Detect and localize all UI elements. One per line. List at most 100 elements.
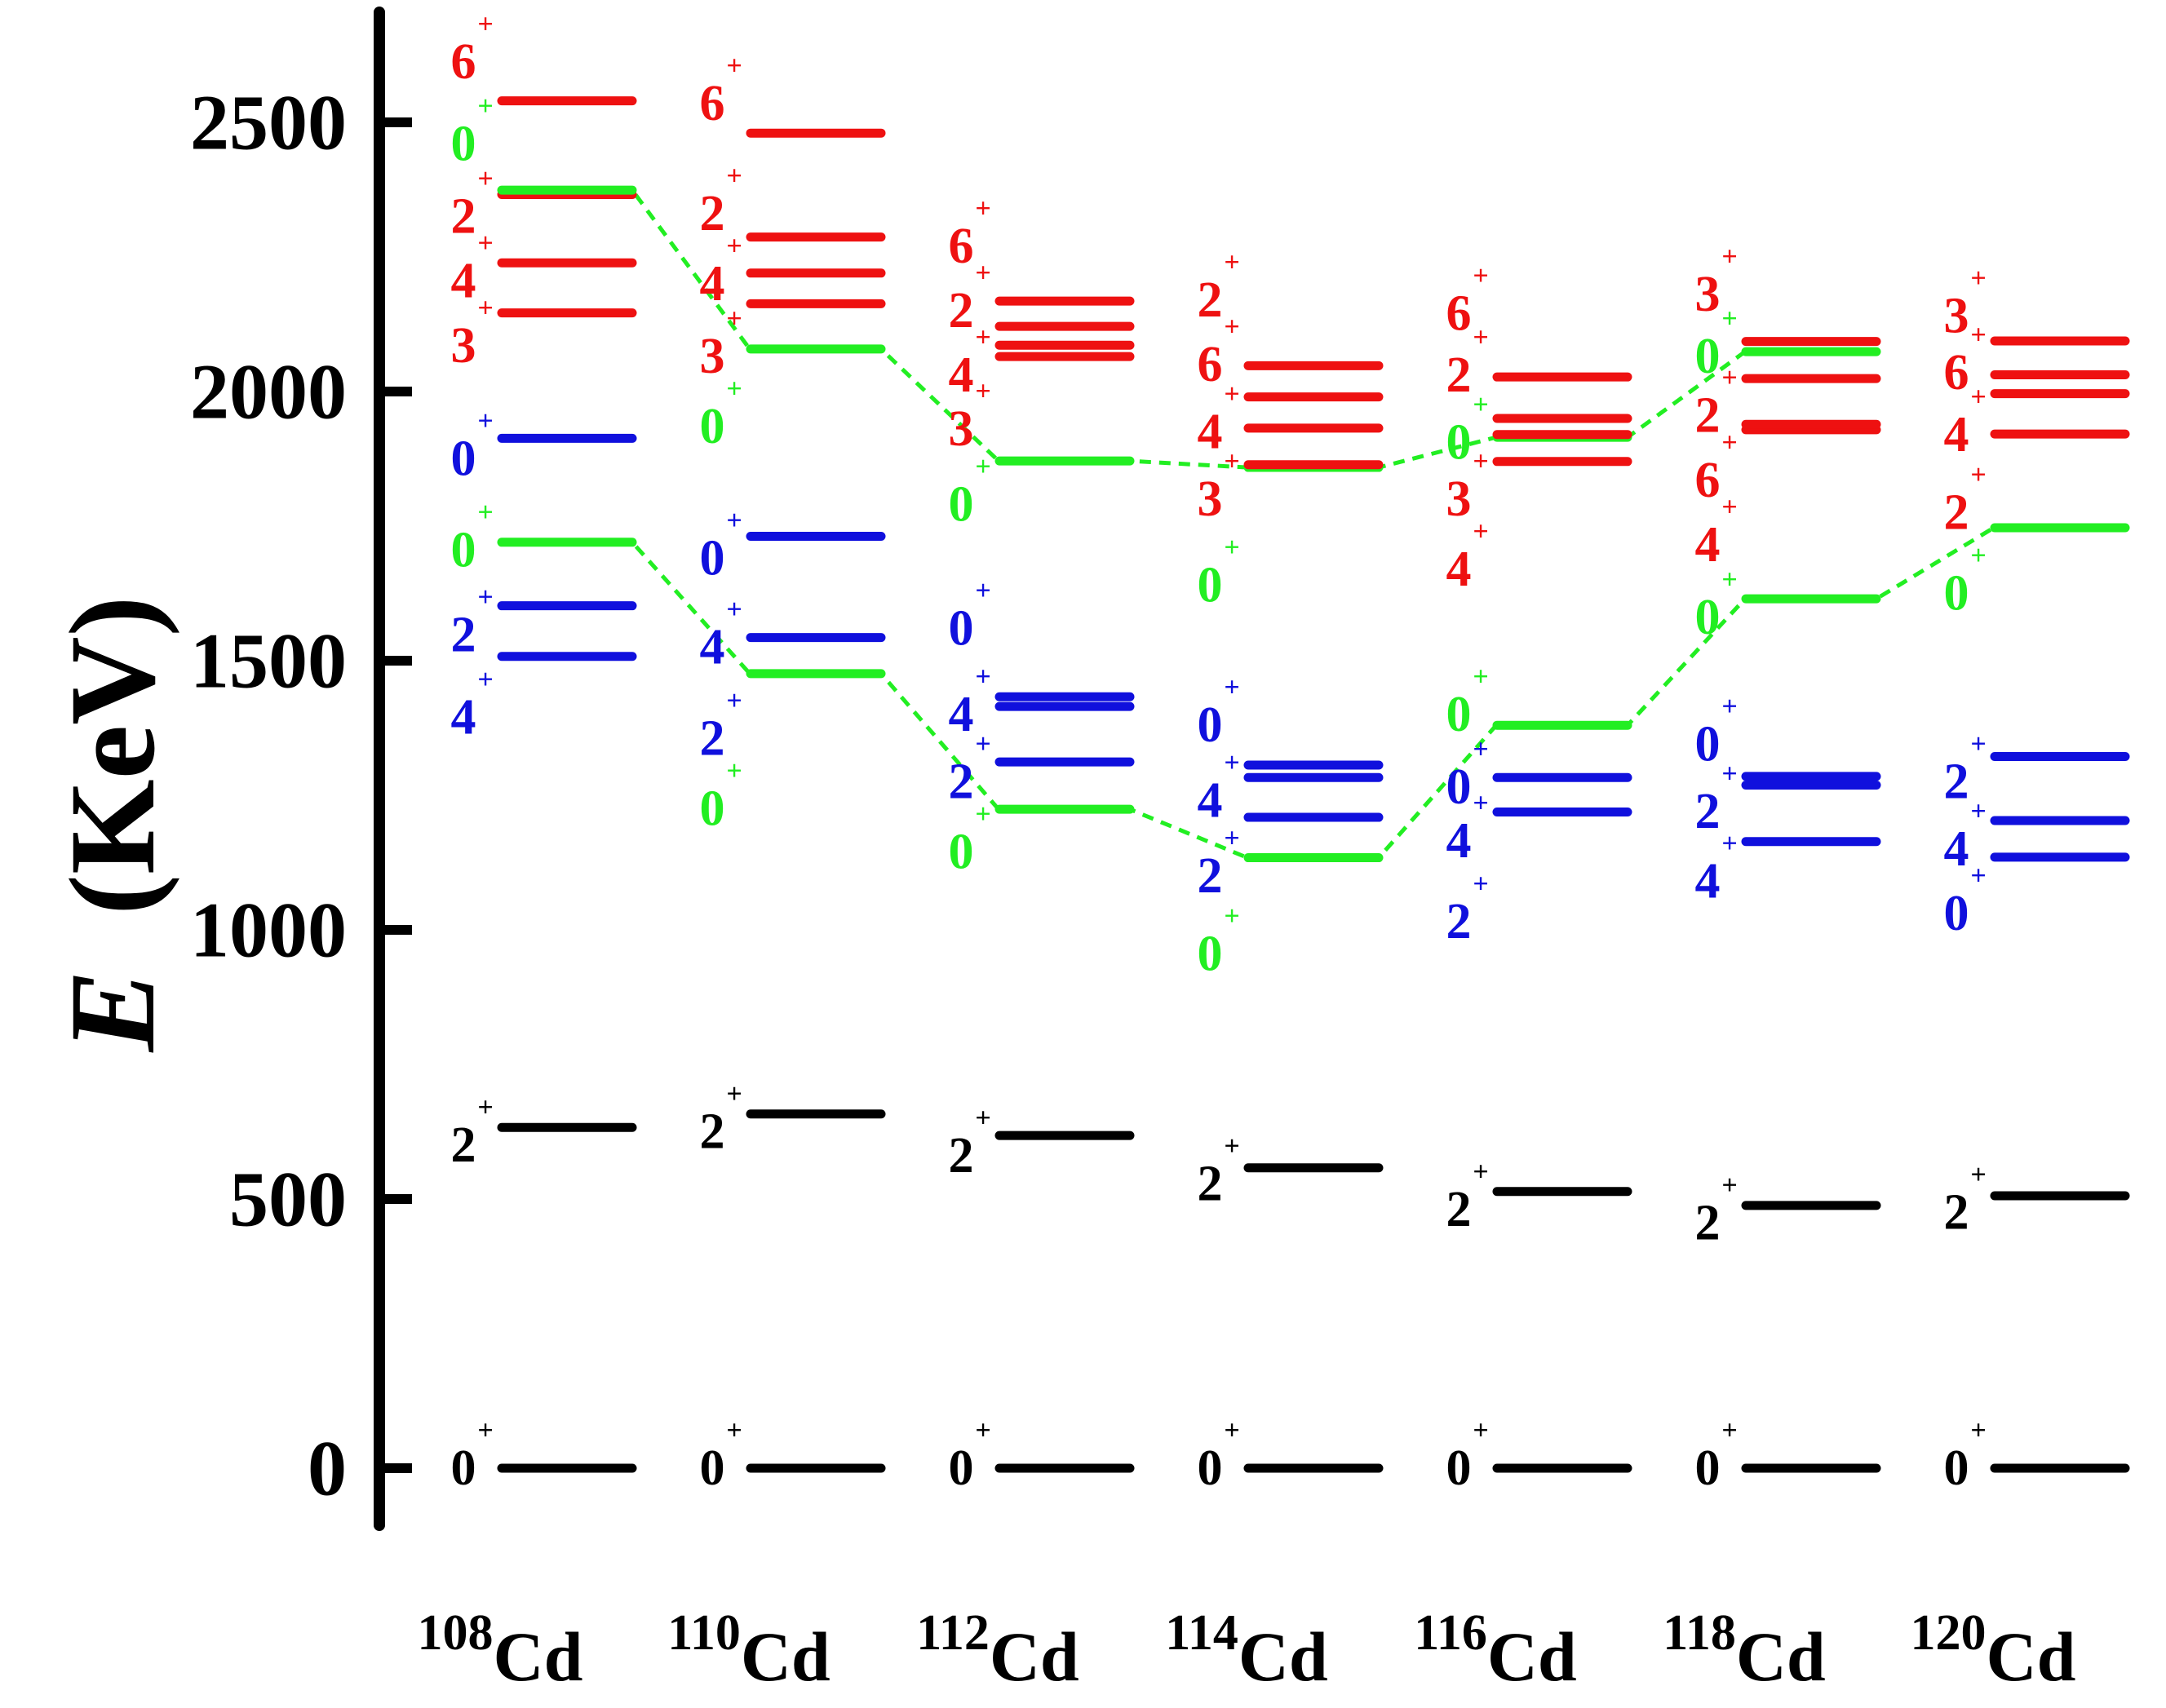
spin-value: 3 <box>700 329 725 384</box>
svg-text:E (KeV): E (KeV) <box>45 595 180 1053</box>
isotope-element: Cd <box>741 1617 831 1696</box>
parity-sign: + <box>1473 516 1488 546</box>
spin-value: 4 <box>700 256 725 312</box>
spin-label: 2+ <box>1944 729 1987 810</box>
spin-label: 0+ <box>1198 901 1240 982</box>
spin-label: 2+ <box>1198 1131 1240 1212</box>
spin-value: 4 <box>949 687 974 742</box>
parity-sign: + <box>726 51 742 81</box>
spin-value: 3 <box>1944 289 1969 344</box>
spin-label: 2+ <box>1944 460 1987 541</box>
parity-sign: + <box>1721 242 1737 272</box>
spin-label: 6+ <box>949 193 991 273</box>
spin-value: 6 <box>1695 453 1721 508</box>
spin-value: 4 <box>1944 407 1969 462</box>
spin-label: 0+ <box>1944 861 1987 942</box>
spin-label: 0+ <box>1198 533 1240 613</box>
parity-sign: + <box>726 1416 742 1446</box>
spin-label: 6+ <box>1446 261 1489 342</box>
parity-sign: + <box>477 164 493 194</box>
spin-label: 0+ <box>1446 1416 1489 1497</box>
parity-sign: + <box>477 10 493 40</box>
spin-value: 4 <box>451 689 476 745</box>
isotope-label: 110Cd <box>667 1605 831 1696</box>
parity-sign: + <box>477 665 493 695</box>
spin-value: 3 <box>949 401 974 457</box>
parity-sign: + <box>1970 382 1986 412</box>
spin-label: 0+ <box>1695 1416 1738 1497</box>
parity-sign: + <box>477 498 493 528</box>
parity-sign: + <box>726 506 742 536</box>
spin-value: 4 <box>1198 773 1223 829</box>
parity-sign: + <box>1473 1416 1488 1446</box>
spin-value: 2 <box>700 186 725 241</box>
spin-label: 2+ <box>1446 869 1489 950</box>
parity-sign: + <box>726 595 742 625</box>
spin-label: 3+ <box>1446 447 1489 528</box>
spin-label: 4+ <box>1944 797 1987 878</box>
parity-sign: + <box>975 1416 990 1446</box>
spin-value: 2 <box>949 283 974 339</box>
parity-sign: + <box>1721 493 1737 523</box>
isotope-labels: 108Cd 110Cd 112Cd 114Cd 116Cd 118Cd 120Cd <box>418 1605 2076 1696</box>
spin-label: 0+ <box>1695 692 1738 772</box>
spin-label: 4+ <box>1198 748 1240 829</box>
spin-label: 4+ <box>1695 829 1738 909</box>
spin-value: 0 <box>1695 716 1721 772</box>
parity-sign: + <box>1473 261 1488 291</box>
spin-labels: 0+2+4+2+0+0+3+4+2+0+6+0+2+0+2+4+0+0+3+4+… <box>451 10 1987 1496</box>
parity-sign: + <box>477 1093 493 1123</box>
spin-value: 0 <box>1446 759 1472 815</box>
isotope-element: Cd <box>990 1617 1079 1696</box>
spin-label: 4+ <box>700 595 742 675</box>
spin-value: 4 <box>1695 854 1721 909</box>
spin-label: 2+ <box>451 1093 494 1174</box>
spin-value: 2 <box>1944 754 1969 810</box>
parity-sign: + <box>477 582 493 613</box>
parity-sign: + <box>975 377 990 407</box>
spin-value: 4 <box>1198 405 1223 460</box>
parity-sign: + <box>975 452 990 482</box>
spin-label: 0+ <box>451 498 494 578</box>
spin-value: 2 <box>1198 272 1223 328</box>
spin-label: 4+ <box>949 323 991 404</box>
spin-value: 6 <box>949 219 974 274</box>
isotope-mass-number: 120 <box>1911 1605 1987 1661</box>
parity-sign: + <box>975 662 990 692</box>
isotope-mass-number: 118 <box>1663 1605 1736 1661</box>
parity-sign: + <box>1721 692 1737 722</box>
parity-sign: + <box>1224 824 1239 854</box>
y-axis-title: E (KeV) <box>45 595 180 1053</box>
dashed-connections <box>501 188 2125 861</box>
spin-label: 0+ <box>949 799 991 880</box>
spin-label: 4+ <box>1198 379 1240 460</box>
parity-sign: + <box>1721 1416 1737 1446</box>
spin-label: 0+ <box>1944 541 1987 622</box>
spin-value: 4 <box>1446 542 1472 597</box>
spin-label: 4+ <box>451 228 494 309</box>
parity-sign: + <box>1224 748 1239 778</box>
spin-label: 2+ <box>700 1079 742 1160</box>
spin-label: 0+ <box>700 506 742 586</box>
spin-label: 2+ <box>1198 824 1240 905</box>
spin-value: 4 <box>700 620 725 675</box>
parity-sign: + <box>1721 427 1737 458</box>
y-tick-label: 1000 <box>190 887 347 974</box>
spin-value: 0 <box>700 399 725 454</box>
energy-levels <box>497 96 2130 1473</box>
spin-value: 4 <box>1695 517 1721 573</box>
y-tick-label: 1500 <box>190 617 347 705</box>
spin-label: 4+ <box>700 232 742 312</box>
spin-label: 0+ <box>1198 1416 1240 1497</box>
y-axis: 0 500 1000 1500 2000 2500 <box>190 7 412 1531</box>
spin-value: 0 <box>451 1440 476 1496</box>
spin-value: 4 <box>1446 813 1472 869</box>
isotope-mass-number: 114 <box>1165 1605 1238 1661</box>
parity-sign: + <box>1224 1131 1239 1162</box>
spin-label: 6+ <box>1695 427 1738 508</box>
spin-value: 0 <box>1198 927 1223 982</box>
parity-sign: + <box>1721 363 1737 393</box>
spin-label: 2+ <box>1198 247 1240 328</box>
spin-value: 2 <box>1446 347 1472 403</box>
